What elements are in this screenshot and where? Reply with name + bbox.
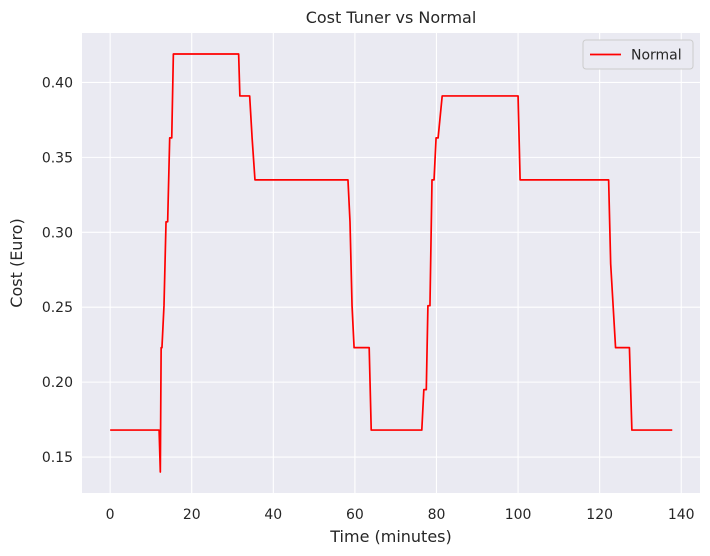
- legend-box: [582, 39, 694, 70]
- x-axis-label: Time (minutes): [329, 527, 452, 546]
- x-tick-label: 140: [668, 507, 695, 523]
- y-tick-label: 0.25: [42, 300, 73, 316]
- series-layer: [110, 53, 673, 473]
- chart-title: Cost Tuner vs Normal: [306, 8, 477, 27]
- y-tick-label: 0.40: [42, 75, 73, 91]
- x-axis-ticks: 0 20 40 60 80 100 120 140: [106, 507, 695, 523]
- series-line: [110, 53, 673, 473]
- legend-label: Normal: [631, 48, 682, 64]
- x-tick-label: 100: [505, 507, 532, 523]
- legend: Normal: [582, 39, 694, 70]
- x-tick-label: 60: [346, 507, 364, 523]
- x-tick-label: 80: [428, 507, 446, 523]
- plot-area: [82, 33, 700, 493]
- y-axis-ticks: 0.15 0.20 0.25 0.30 0.35 0.40: [42, 75, 73, 466]
- y-tick-label: 0.35: [42, 150, 73, 166]
- y-tick-label: 0.15: [42, 450, 73, 466]
- x-tick-label: 120: [586, 507, 613, 523]
- y-tick-label: 0.30: [42, 225, 73, 241]
- x-tick-label: 0: [106, 507, 115, 523]
- y-tick-label: 0.20: [42, 375, 73, 391]
- x-tick-label: 40: [264, 507, 282, 523]
- x-tick-label: 20: [183, 507, 201, 523]
- y-axis-label: Cost (Euro): [7, 218, 26, 307]
